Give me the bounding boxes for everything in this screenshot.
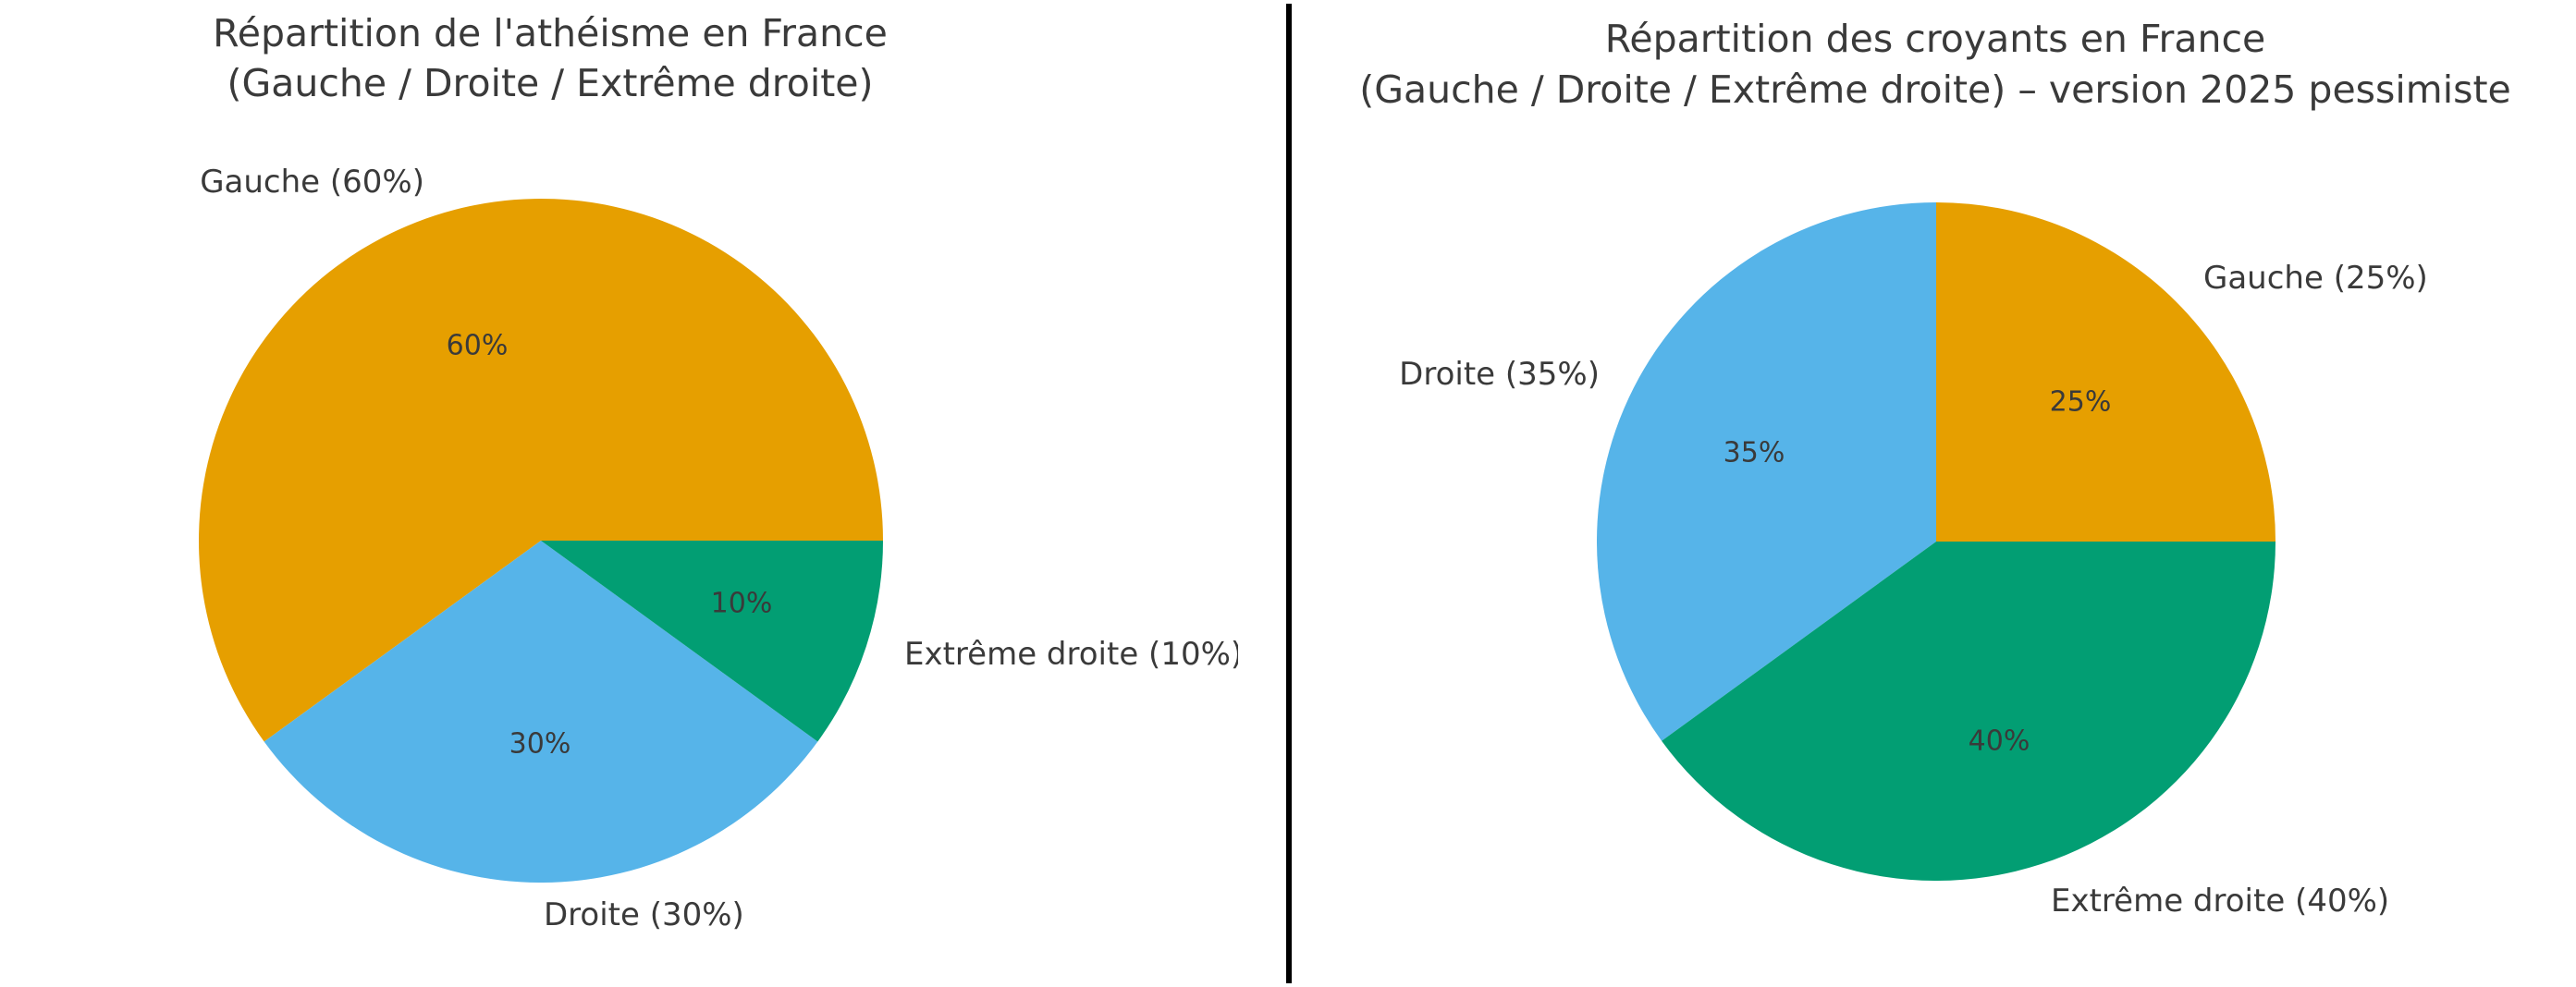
right-pie-pct-droite: 35% [1723,436,1785,469]
left-chart-title-line1: Répartition de l'athéisme en France [213,11,888,55]
pie-slice-extr-me-droite [541,541,883,742]
pie-slice-droite [1597,202,1936,741]
pie-slice-gauche [199,199,883,742]
left-pie-label-extreme-droite: Extrême droite (10%) [904,636,1238,673]
right-chart-title-line1: Répartition des croyants en France [1604,17,2266,61]
left-pie-pct-droite: 30% [509,727,571,761]
panel-divider-line [1286,4,1292,983]
left-pie-pct-extreme-droite: 10% [710,587,773,620]
pie-slice-droite [264,541,818,883]
left-chart-panel: Répartition de l'athéisme en France (Gau… [0,0,1238,987]
right-pie-label-extreme-droite: Extrême droite (40%) [2051,883,2390,920]
pie-slice-gauche [1936,202,2275,542]
left-pie-label-droite: Droite (30%) [544,896,744,933]
right-pie-label-gauche: Gauche (25%) [2203,260,2428,297]
right-pie-pct-extreme-droite: 40% [1968,725,2030,758]
left-chart-title-line2: (Gauche / Droite / Extrême droite) [227,61,874,105]
right-pie-pct-gauche: 25% [2049,385,2112,419]
right-pie-label-droite: Droite (35%) [1399,356,1600,393]
left-pie-label-gauche: Gauche (60%) [200,164,424,201]
left-pie-pct-gauche: 60% [446,329,509,362]
left-pie-chart [199,199,883,883]
pie-slice-extr-me-droite [1662,542,2275,881]
right-pie-chart [1597,202,2275,881]
right-chart-title-line2: (Gauche / Droite / Extrême droite) – ver… [1359,67,2511,112]
